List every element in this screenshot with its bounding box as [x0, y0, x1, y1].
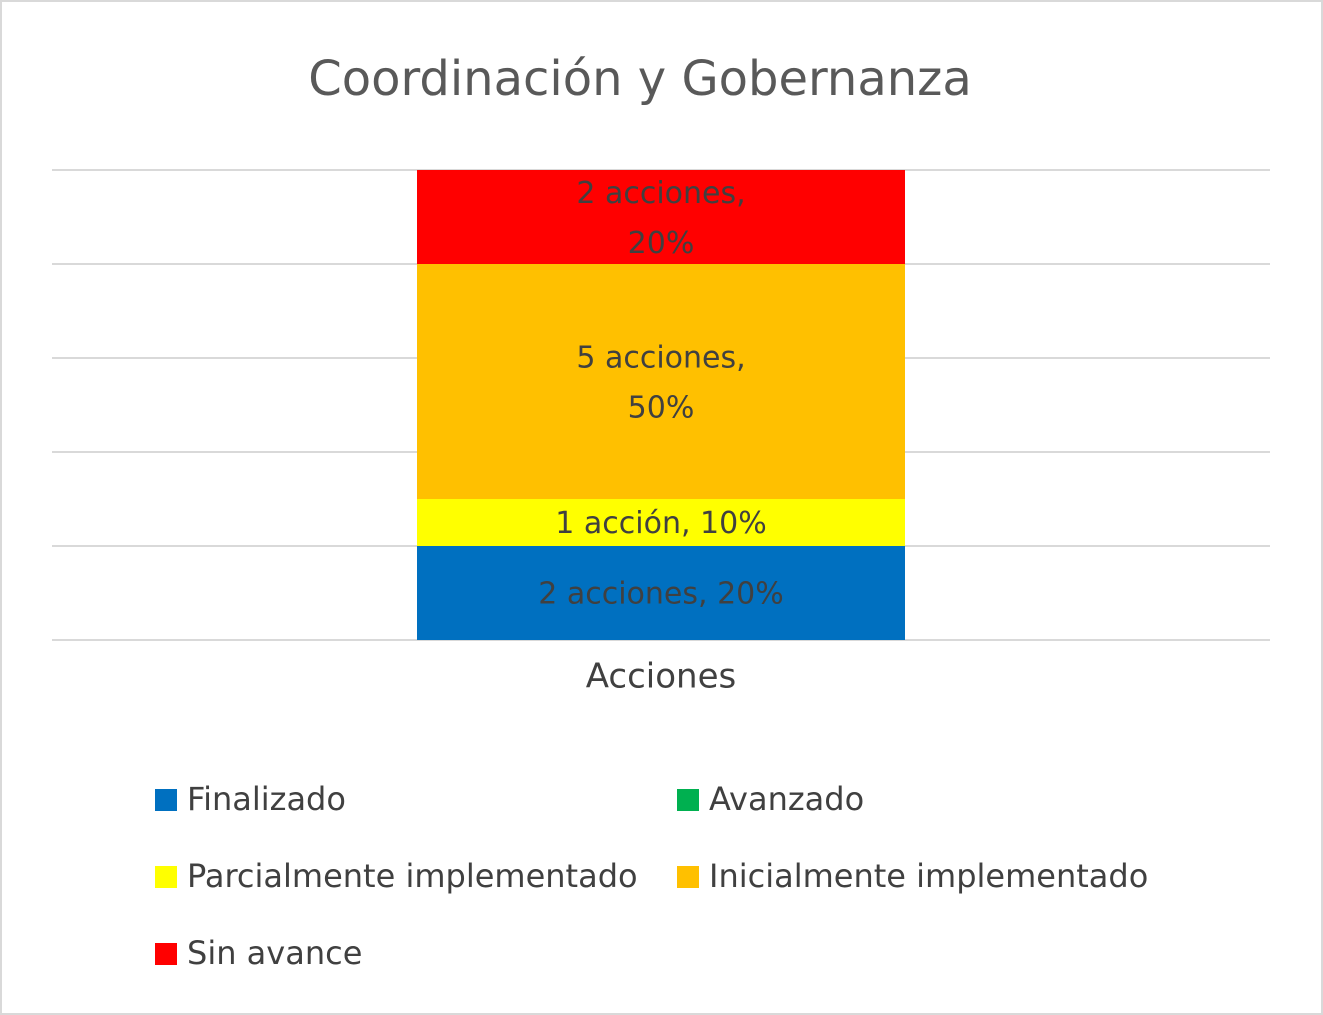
data-label: 5 acciones, 50% [576, 340, 745, 425]
bar-segment [417, 499, 905, 546]
legend-label: Finalizado [187, 780, 346, 818]
legend-swatch [155, 943, 177, 965]
chart-title: Coordinación y Gobernanza [308, 51, 972, 107]
data-label: 2 acciones, 20% [576, 176, 745, 261]
data-label: 2 acciones, 20% [538, 577, 784, 612]
bar-segment [417, 170, 905, 264]
legend-label: Avanzado [709, 780, 864, 818]
bar-segment [417, 264, 905, 499]
bar-segment [417, 546, 905, 640]
x-tick-label: Acciones [586, 657, 736, 697]
legend-swatch [155, 866, 177, 888]
legend-label: Sin avance [187, 934, 362, 972]
legend-label: Inicialmente implementado [709, 857, 1148, 895]
data-label: 1 acción, 10% [555, 506, 766, 541]
legend-swatch [677, 789, 699, 811]
legend-label: Parcialmente implementado [187, 857, 638, 895]
legend-swatch [677, 866, 699, 888]
legend-swatch [155, 789, 177, 811]
